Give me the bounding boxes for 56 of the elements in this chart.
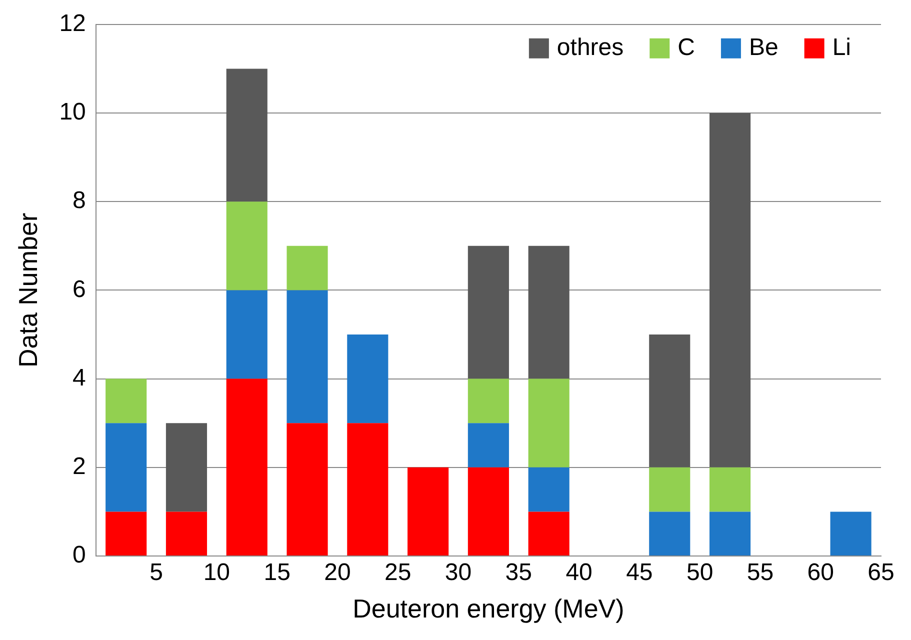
y-tick-label: 12 (59, 10, 86, 38)
x-tick-label: 65 (868, 559, 894, 586)
x-tick-label: 30 (444, 559, 472, 586)
bar (468, 378, 509, 424)
y-tick-label: 4 (72, 364, 86, 392)
x-tick-label: 5 (150, 559, 163, 586)
y-tick-label: 6 (72, 276, 86, 303)
bar (106, 378, 147, 424)
y-axis-title: Data Number (12, 212, 43, 368)
bar (528, 512, 570, 556)
x-tick-label: 35 (505, 559, 532, 586)
bar (709, 113, 751, 468)
bar (166, 512, 208, 556)
x-tick-label: 25 (384, 559, 412, 586)
bar (468, 423, 509, 468)
x-tick-label: 50 (686, 559, 714, 586)
bar (286, 423, 328, 556)
legend-label: Be (748, 34, 778, 62)
x-tick-label: 10 (203, 559, 230, 586)
x-tick-label: 40 (566, 559, 592, 586)
bar (709, 467, 751, 512)
legend-label: Li (832, 34, 852, 62)
bar (468, 246, 509, 379)
legend-label: othres (556, 34, 624, 62)
y-tick-label: 8 (72, 187, 86, 214)
bar (649, 334, 690, 468)
bar (649, 467, 690, 512)
y-tick-label: 10 (59, 98, 86, 126)
y-tick-label: 0 (72, 542, 86, 569)
bar (528, 378, 570, 468)
legend-label: C (678, 34, 695, 62)
x-tick-label: 55 (746, 559, 774, 586)
bar (830, 512, 872, 556)
bar (709, 512, 751, 556)
x-tick-label: 60 (807, 559, 834, 586)
bar (408, 467, 449, 556)
bar (226, 378, 268, 556)
bar (226, 202, 268, 290)
bar (347, 423, 388, 556)
bar (468, 467, 509, 556)
bar (286, 290, 328, 424)
bar (166, 423, 208, 512)
bar (106, 423, 147, 512)
x-tick-label: 15 (264, 559, 290, 586)
y-tick-label: 2 (72, 453, 86, 480)
x-axis-title: Deuteron energy (MeV) (352, 594, 624, 624)
bar (347, 334, 388, 424)
bar (226, 290, 268, 379)
bar (528, 467, 570, 512)
bar (106, 512, 147, 556)
x-tick-label: 45 (626, 559, 653, 586)
bar (286, 246, 328, 290)
bar (649, 512, 690, 556)
bar (528, 246, 570, 379)
x-tick-label: 20 (324, 559, 351, 586)
bar (226, 68, 268, 202)
